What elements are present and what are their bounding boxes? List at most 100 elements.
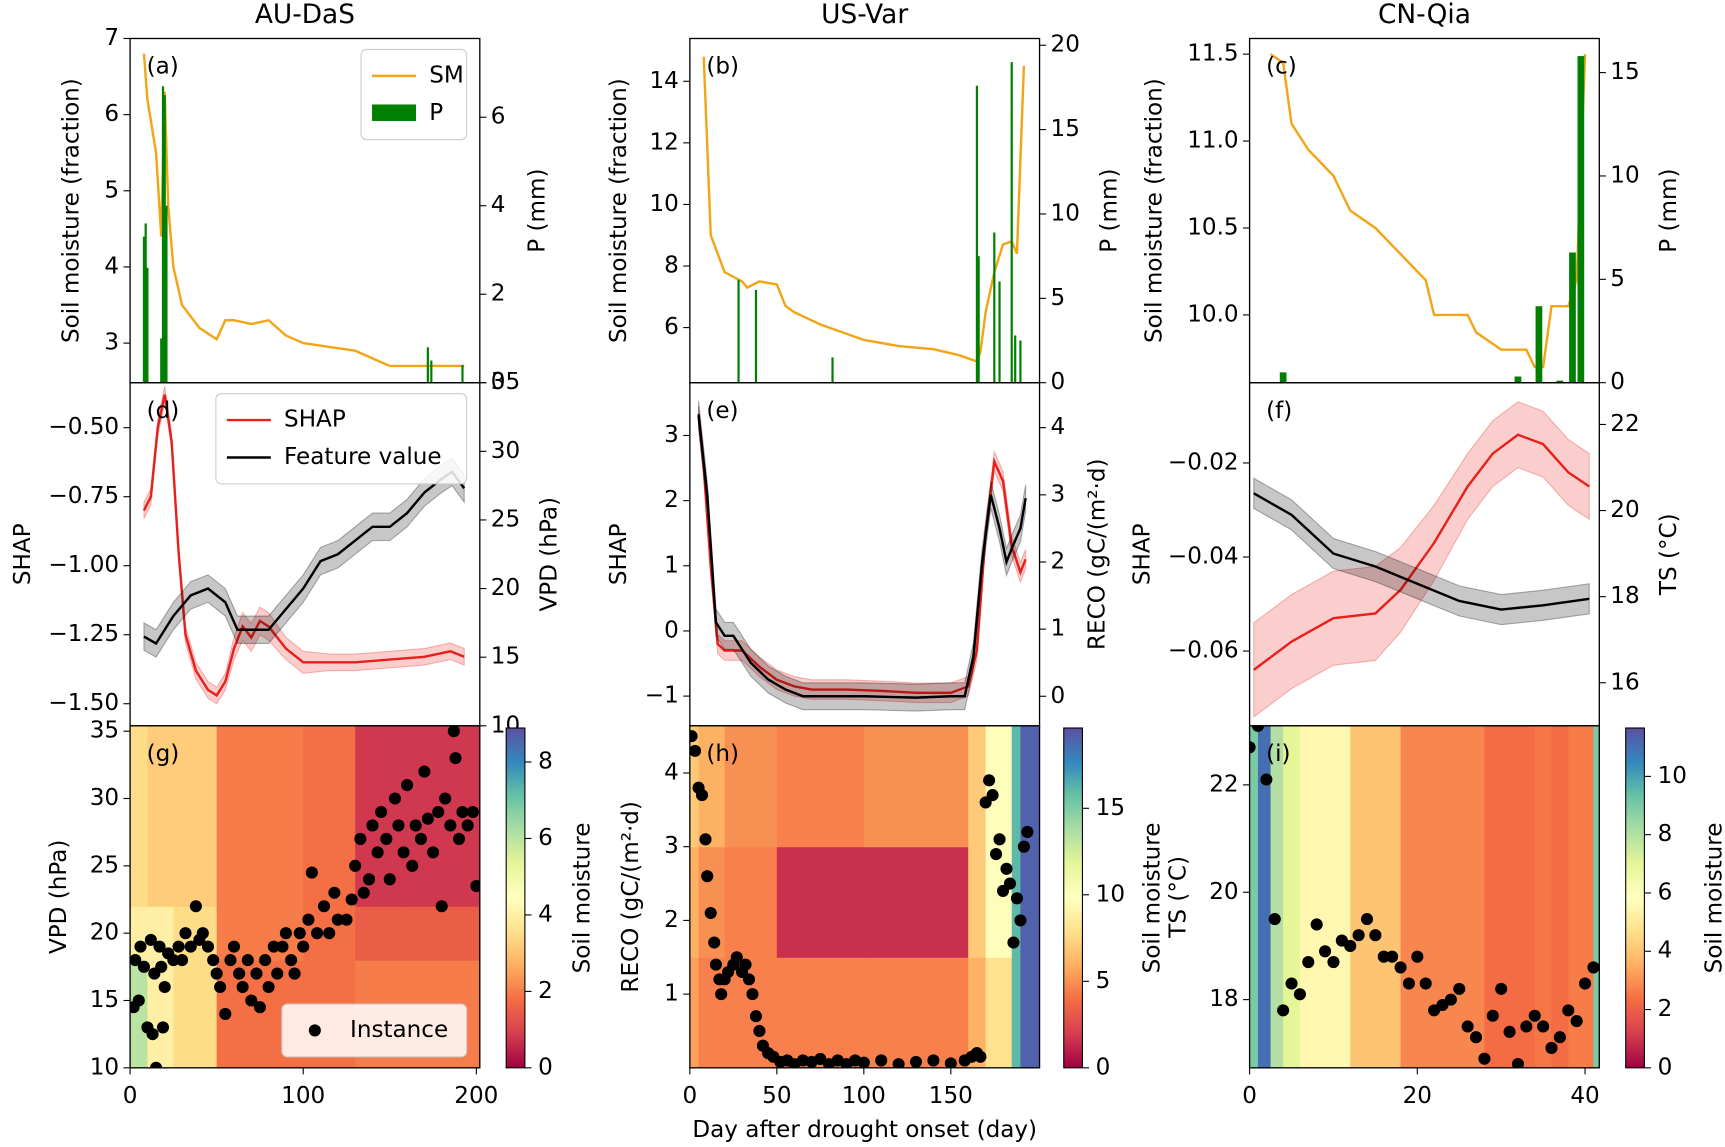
legend-label: SM: [429, 62, 464, 88]
instance-point: [219, 1007, 232, 1021]
y-tick-label: 18: [1209, 986, 1238, 1012]
series-line: [1253, 433, 1590, 671]
plot-area: [142, 386, 466, 705]
y2-tick-label: 0: [1610, 369, 1625, 395]
heatmap-cell: [689, 957, 700, 1068]
instance-point: [1285, 977, 1298, 990]
heatmap-cell: [173, 725, 218, 907]
precip-bar: [1535, 306, 1543, 383]
precip-bar: [1014, 335, 1017, 383]
heatmap-cell: [776, 846, 865, 958]
y-tick-label: 20: [90, 920, 119, 946]
instance-point: [1419, 977, 1432, 990]
heatmap-cell: [724, 725, 778, 848]
y-tick-label: 8: [664, 253, 679, 279]
y2-tick-label: 0: [1051, 369, 1066, 395]
instance-point: [983, 774, 996, 787]
heatmap-cell: [968, 725, 987, 848]
y-axis-label: SHAP: [606, 523, 632, 585]
instance-point: [253, 1001, 266, 1014]
heatmap-cell: [1400, 725, 1485, 1068]
heatmap-cell: [776, 725, 865, 848]
instance-point: [150, 1061, 163, 1068]
x-tick-label: 0: [1242, 1083, 1257, 1109]
instance-point: [421, 812, 434, 825]
instance-point: [1293, 988, 1306, 1001]
y-tick-label: 4: [664, 759, 679, 785]
instance-point: [1587, 961, 1600, 974]
instance-point: [742, 973, 756, 986]
heatmap-cell: [407, 906, 480, 961]
instance-point: [388, 792, 402, 805]
colorbar-tick-label: 0: [538, 1054, 553, 1080]
instance-point: [1017, 840, 1030, 853]
heatmap-cell: [1551, 725, 1569, 1068]
instance-point: [456, 805, 469, 819]
x-tick-label: 0: [123, 1083, 138, 1109]
instance-point: [1003, 877, 1017, 890]
series-line: [143, 470, 466, 646]
y2-tick-label: 16: [1610, 669, 1639, 695]
colorbar-label: Soil moisture: [1701, 823, 1725, 974]
colorbar-tick-label: 8: [1658, 821, 1673, 847]
instance-point: [305, 866, 318, 879]
heatmap-cell: [1593, 725, 1600, 1068]
instance-point: [1478, 1052, 1491, 1065]
instance-point: [167, 954, 180, 967]
x-tick-label: 40: [1570, 1083, 1599, 1109]
instance-point: [401, 779, 414, 792]
instance-point: [466, 805, 479, 819]
precip-bar: [977, 256, 980, 383]
heatmap-cell: [863, 957, 969, 1068]
instance-point: [409, 819, 422, 832]
instance-point: [1444, 993, 1457, 1006]
instance-point: [311, 927, 324, 940]
instance-point: [414, 832, 427, 845]
precip-bar: [754, 289, 758, 383]
colorbar-tick-label: 6: [538, 825, 553, 851]
instance-point: [276, 940, 289, 953]
colorbar-label: Soil moisture: [570, 823, 596, 974]
instance-point: [1014, 914, 1027, 927]
colorbar-tick-label: 15: [1096, 795, 1125, 821]
heatmap-cell: [1534, 725, 1553, 1068]
y2-tick-label: 20: [491, 575, 520, 601]
heatmap-cell: [1568, 725, 1594, 1068]
series-line: [1269, 53, 1587, 369]
y-tick-label: −0.04: [1168, 544, 1239, 570]
instance-point: [1570, 1015, 1583, 1028]
y2-tick-label: 15: [1610, 59, 1639, 85]
precip-bar: [993, 232, 996, 383]
plot-area: [1249, 725, 1600, 1068]
y2-tick-label: 18: [1610, 583, 1639, 609]
series-line: [697, 415, 1027, 695]
colorbar-tick-label: 2: [538, 978, 553, 1004]
colorbar-tick-label: 0: [1658, 1054, 1673, 1080]
instance-point: [285, 954, 298, 967]
instance-point: [262, 980, 275, 994]
colorbar-label: Soil moisture: [1139, 823, 1165, 974]
instance-point: [1511, 1058, 1525, 1068]
y-tick-label: −1.25: [48, 621, 119, 647]
axes-frame: [1248, 37, 1600, 384]
instance-point: [944, 1057, 957, 1068]
instance-point: [699, 833, 712, 846]
instance-point: [427, 846, 440, 859]
instance-point: [715, 988, 728, 1001]
y2-tick-label: 0: [1051, 683, 1066, 709]
instance-point: [708, 936, 721, 949]
legend-label: Feature value: [284, 444, 442, 470]
axes-frame: [689, 37, 1041, 384]
instance-point: [328, 886, 341, 899]
plot-area: [702, 56, 1026, 383]
instance-point: [201, 940, 215, 953]
instance-point: [146, 1028, 159, 1041]
y-tick-label: 3: [104, 330, 119, 356]
y-tick-label: 25: [90, 852, 119, 878]
instance-point: [130, 954, 142, 967]
instance-point: [452, 832, 466, 845]
instance-point: [1411, 950, 1424, 963]
instance-point: [137, 960, 150, 973]
instance-point: [709, 958, 722, 971]
instance-point: [435, 900, 448, 913]
